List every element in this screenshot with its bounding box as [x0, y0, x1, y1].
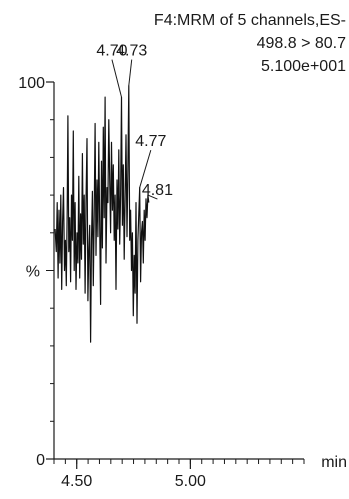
peak-leader-line [147, 194, 158, 200]
axes: 0 100% 4.50 5.00 min [18, 75, 347, 490]
peak-label: 4.77 [135, 133, 166, 150]
data-series [54, 85, 150, 343]
peak-labels: 4.704.73 4.77 4.81 [96, 43, 173, 200]
peak-leader-line [128, 59, 133, 86]
header-experiment: F4:MRM of 5 channels,ES- [154, 12, 346, 29]
header-transition: 498.8 > 80.7 [257, 35, 347, 52]
x-axis-label: min [321, 454, 347, 471]
header-intensity: 5.100e+001 [261, 58, 346, 75]
peak-leader-line [111, 59, 122, 98]
y-tick-label: 0 [36, 452, 45, 469]
peak-leader-line [139, 149, 152, 188]
x-tick-label: 5.00 [175, 473, 206, 490]
peak-label: 4.81 [142, 182, 173, 199]
y-tick-label: 100 [18, 75, 45, 92]
peak-label: 4.70 [96, 43, 127, 60]
header-block: F4:MRM of 5 channels,ES- 498.8 > 80.7 5.… [154, 12, 346, 75]
peak-label: 4.73 [116, 43, 147, 60]
chromatogram-trace [54, 85, 150, 343]
y-percent-label: % [26, 264, 40, 281]
x-tick-label: 4.50 [61, 473, 92, 490]
